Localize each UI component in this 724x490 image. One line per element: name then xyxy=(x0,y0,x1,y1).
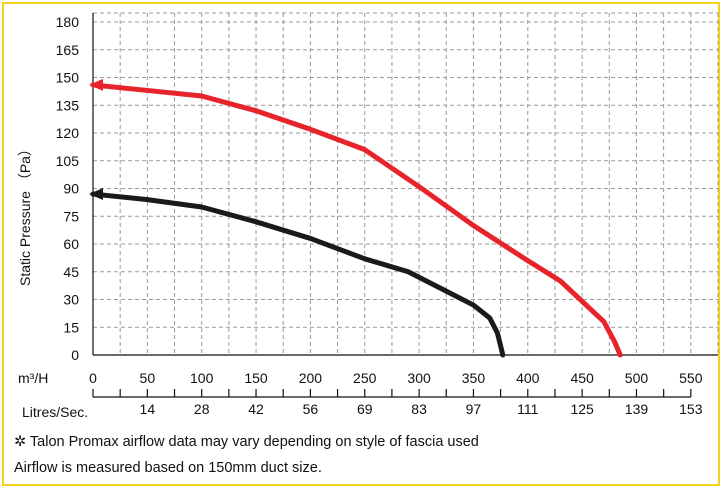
x-tick-label-litres: 153 xyxy=(679,401,703,417)
y-axis-title: Static Pressure （Pa） xyxy=(17,142,33,286)
x-tick-label-m3h: 50 xyxy=(140,370,156,386)
y-tick-label: 45 xyxy=(63,264,79,280)
y-tick-label: 135 xyxy=(56,97,80,113)
x-tick-label-litres: 42 xyxy=(248,401,264,417)
y-tick-label: 150 xyxy=(56,70,80,86)
y-tick-label: 120 xyxy=(56,125,80,141)
x-tick-label-litres: 83 xyxy=(411,401,427,417)
x-tick-label-m3h: 150 xyxy=(244,370,268,386)
fascia-note: ✲ Talon Promax airflow data may vary dep… xyxy=(14,434,479,450)
x-tick-label-m3h: 100 xyxy=(190,370,214,386)
x-tick-label-m3h: 450 xyxy=(570,370,594,386)
x-tick-label-litres: 14 xyxy=(140,401,156,417)
x-tick-label-litres: 125 xyxy=(570,401,594,417)
duct-size-note: Airflow is measured based on 150mm duct … xyxy=(14,460,322,476)
y-tick-label: 30 xyxy=(63,292,79,308)
x-tick-label-litres: 28 xyxy=(194,401,210,417)
x-tick-label-m3h: 550 xyxy=(679,370,703,386)
x-tick-label-litres: 139 xyxy=(625,401,649,417)
x-tick-label-m3h: 400 xyxy=(516,370,540,386)
x-axis-primary-label: m³/H xyxy=(18,370,48,386)
y-tick-label: 180 xyxy=(56,14,80,30)
x-tick-label-m3h: 250 xyxy=(353,370,377,386)
x-tick-label-m3h: 350 xyxy=(462,370,486,386)
x-tick-label-litres: 56 xyxy=(303,401,319,417)
series-curve-2 xyxy=(90,191,506,358)
x-axis-secondary-label: Litres/Sec. xyxy=(22,404,88,420)
x-tick-label-litres: 111 xyxy=(517,401,538,417)
x-tick-label-m3h: 0 xyxy=(89,370,97,386)
series-arrowhead-2 xyxy=(89,188,103,201)
x-tick-label-m3h: 200 xyxy=(299,370,323,386)
y-tick-label: 60 xyxy=(63,236,79,252)
y-tick-label: 75 xyxy=(63,208,79,224)
y-tick-label: 0 xyxy=(71,347,79,363)
y-tick-label: 90 xyxy=(63,181,79,197)
series-arrowhead-1 xyxy=(89,78,103,91)
y-tick-label: 105 xyxy=(56,153,80,169)
x-tick-label-m3h: 300 xyxy=(407,370,431,386)
x-tick-label-litres: 97 xyxy=(466,401,482,417)
x-tick-label-m3h: 500 xyxy=(625,370,649,386)
y-tick-label: 15 xyxy=(63,319,79,335)
x-tick-label-litres: 69 xyxy=(357,401,373,417)
series-curve-1 xyxy=(90,82,623,358)
y-tick-label: 165 xyxy=(56,42,80,58)
chart-frame xyxy=(2,2,720,486)
